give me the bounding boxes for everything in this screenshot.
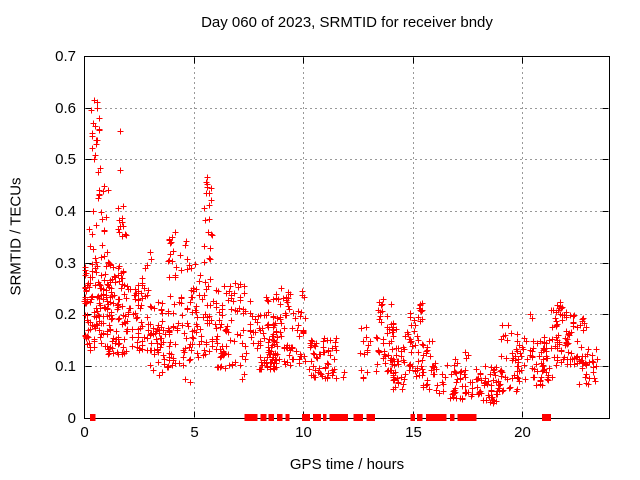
zero-tick-mark (244, 414, 258, 421)
zero-tick-mark (276, 414, 283, 421)
y-tick-label: 0.3 (55, 254, 76, 272)
zero-tick-mark (417, 414, 423, 421)
x-tick-label: 10 (295, 424, 312, 441)
zero-tick-mark (92, 414, 96, 421)
zero-tick-mark (268, 414, 275, 421)
zero-tick-mark (410, 414, 415, 421)
zero-tick-mark (425, 414, 447, 421)
y-tick-label: 0.6 (55, 99, 76, 117)
zero-tick-mark (329, 414, 349, 421)
y-tick-label: 0.5 (55, 150, 76, 168)
zero-tick-mark (542, 414, 551, 421)
zero-tick-mark (285, 414, 290, 421)
x-tick-label: 20 (514, 424, 531, 441)
x-tick-label: 15 (405, 424, 422, 441)
zero-tick-mark (457, 414, 477, 421)
y-axis-label: SRMTID / TECUs (7, 177, 25, 296)
y-tick-label: 0.2 (55, 305, 76, 323)
data-points (81, 97, 601, 407)
x-axis-label: GPS time / hours (289, 456, 405, 473)
y-tick-label: 0.1 (55, 357, 76, 375)
zero-tick-mark (353, 414, 363, 421)
zero-tick-mark (302, 414, 311, 421)
y-tick-label: 0.4 (55, 202, 76, 220)
x-tick-label: 0 (80, 424, 89, 441)
zero-tick-mark (366, 414, 376, 421)
plot-title: Day 060 of 2023, SRMTID for receiver bnd… (201, 14, 493, 31)
x-tick-label: 5 (190, 424, 199, 441)
y-tick-label: 0 (67, 409, 76, 427)
zero-tick-mark (260, 414, 267, 421)
y-tick-label: 0.7 (55, 47, 76, 65)
zero-tick-mark (322, 414, 327, 421)
zero-tick-mark (450, 414, 455, 421)
zero-tick-mark (90, 414, 94, 421)
zero-tick-mark (313, 414, 322, 421)
